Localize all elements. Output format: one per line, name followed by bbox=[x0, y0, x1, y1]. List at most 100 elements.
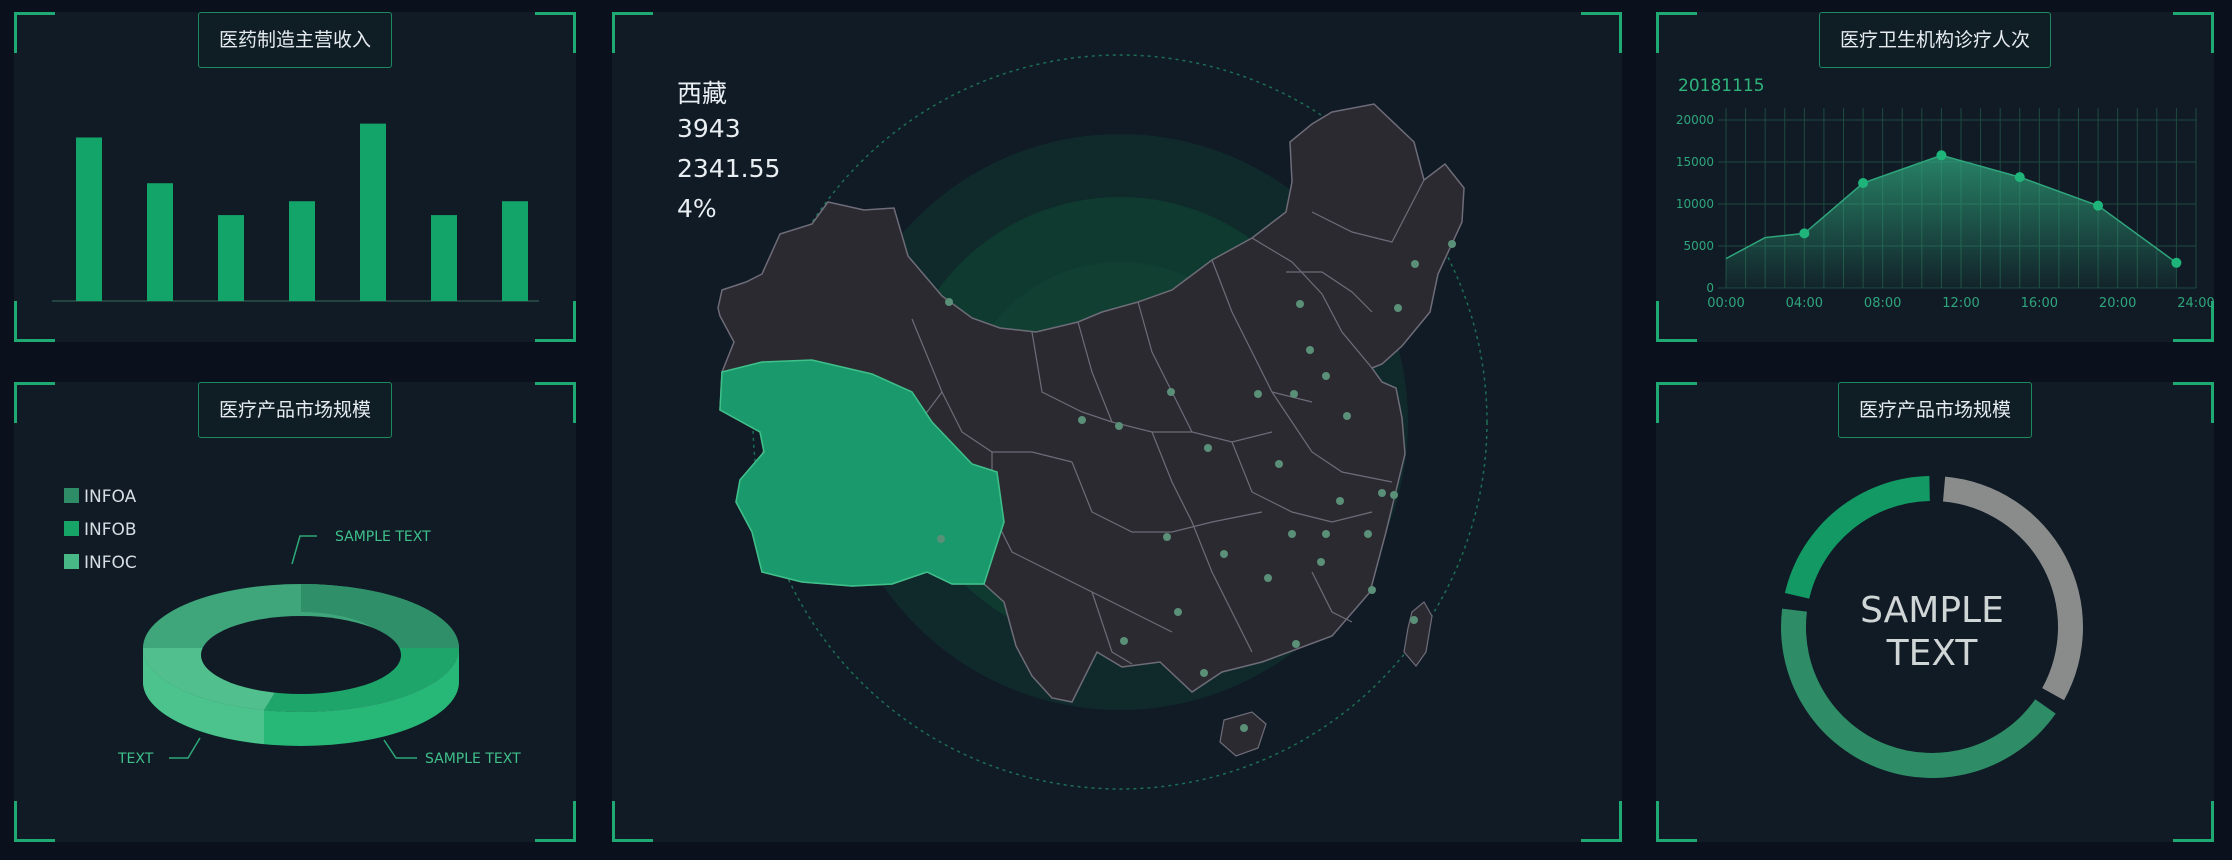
city-dot bbox=[1378, 489, 1386, 497]
corner-decoration bbox=[14, 301, 55, 342]
legend-swatch bbox=[64, 488, 79, 503]
legend-swatch bbox=[64, 521, 79, 536]
city-dot bbox=[1296, 300, 1304, 308]
donut-segment bbox=[1942, 476, 2083, 701]
corner-decoration bbox=[14, 382, 55, 423]
city-dot bbox=[1264, 574, 1272, 582]
x-tick-label: 20:00 bbox=[2099, 296, 2136, 311]
panel-map: 西藏 3943 2341.55 4% bbox=[612, 12, 1622, 842]
bar-chart bbox=[52, 123, 539, 302]
map-island-taiwan bbox=[1403, 601, 1433, 667]
legend-label: INFOA bbox=[84, 487, 137, 507]
bar bbox=[147, 183, 173, 301]
x-tick-label: 08:00 bbox=[1864, 296, 1901, 311]
ring-wall-left bbox=[143, 648, 264, 744]
annotation-label: SAMPLE TEXT bbox=[335, 529, 431, 545]
map-region-tibet bbox=[719, 359, 1005, 587]
x-tick-label: 04:00 bbox=[1786, 296, 1823, 311]
donut-center-text: TEXT bbox=[1886, 633, 1979, 674]
city-dot bbox=[1115, 422, 1123, 430]
ring-hole bbox=[201, 616, 401, 694]
legend-swatch bbox=[64, 554, 79, 569]
panel-visits: 医疗卫生机构诊疗人次 20181115 0 5000 10000 15000 20000 0… bbox=[1656, 12, 2214, 342]
city-dot bbox=[1174, 608, 1182, 616]
city-dot bbox=[1167, 388, 1175, 396]
city-dot bbox=[1336, 497, 1344, 505]
y-tick-label: 15000 bbox=[1676, 155, 1714, 169]
data-point bbox=[1858, 178, 1869, 188]
city-dot bbox=[1288, 530, 1296, 538]
area-fill bbox=[1726, 155, 2177, 288]
corner-decoration bbox=[1656, 12, 1697, 53]
y-tick-label: 20000 bbox=[1676, 113, 1714, 127]
data-point bbox=[2171, 257, 2182, 268]
data-point bbox=[2093, 200, 2104, 211]
city-dot bbox=[1317, 558, 1325, 566]
city-dot bbox=[1220, 550, 1228, 558]
corner-decoration bbox=[535, 382, 576, 423]
city-dot bbox=[1200, 669, 1208, 677]
panel-market-size-left: 医疗产品市场规模 INFOA INFOB INFOC SAMPLE TEXT S… bbox=[14, 382, 576, 842]
corner-decoration bbox=[2173, 801, 2214, 842]
city-dot bbox=[1343, 412, 1351, 420]
data-point bbox=[1936, 150, 1947, 161]
corner-decoration bbox=[535, 301, 576, 342]
city-dot bbox=[1078, 416, 1086, 424]
city-dot bbox=[1120, 637, 1128, 645]
city-dot bbox=[1410, 616, 1418, 624]
city-dot bbox=[1204, 444, 1212, 452]
y-tick-label: 0 bbox=[1706, 281, 1714, 295]
city-dot bbox=[1364, 530, 1372, 538]
area-line bbox=[1725, 154, 2177, 264]
donut-segment bbox=[1784, 476, 1930, 599]
y-tick-label: 5000 bbox=[1683, 239, 1714, 253]
city-dot bbox=[1290, 390, 1298, 398]
leader-line bbox=[383, 739, 417, 759]
corner-decoration bbox=[612, 801, 653, 842]
panel-title: 医疗卫生机构诊疗人次 bbox=[1818, 12, 2052, 68]
leader-line bbox=[169, 737, 201, 759]
corner-decoration bbox=[1581, 12, 1622, 53]
corner-decoration bbox=[14, 801, 55, 842]
city-dot bbox=[937, 535, 945, 543]
leader-line bbox=[291, 535, 317, 565]
city-dot bbox=[1394, 304, 1402, 312]
corner-decoration bbox=[612, 12, 653, 53]
city-dot bbox=[1275, 460, 1283, 468]
panel-title: 医药制造主营收入 bbox=[197, 12, 393, 68]
legend-label: INFOB bbox=[84, 520, 137, 540]
donut-center-text: SAMPLE bbox=[1860, 590, 2004, 631]
x-tick-label: 00:00 bbox=[1707, 296, 1744, 311]
city-dot bbox=[1292, 640, 1300, 648]
city-dot bbox=[1411, 260, 1419, 268]
corner-decoration bbox=[2173, 382, 2214, 423]
city-dot bbox=[1240, 724, 1248, 732]
city-dot bbox=[945, 298, 953, 306]
panel-market-size-right: 医疗产品市场规模 SAMPLE TEXT bbox=[1656, 382, 2214, 842]
corner-decoration bbox=[2173, 12, 2214, 53]
city-dot bbox=[1322, 530, 1330, 538]
bar bbox=[431, 215, 457, 301]
annotation-label: SAMPLE TEXT bbox=[425, 751, 521, 767]
radar-ring bbox=[752, 54, 1488, 790]
map-region-name: 西藏 bbox=[677, 79, 728, 108]
bar bbox=[289, 201, 315, 301]
china-map bbox=[717, 54, 1488, 790]
annotation-label: TEXT bbox=[117, 751, 154, 767]
bar bbox=[360, 123, 386, 301]
data-point bbox=[2014, 172, 2025, 183]
map-island-hainan bbox=[1219, 711, 1267, 757]
corner-decoration bbox=[1581, 801, 1622, 842]
corner-decoration bbox=[1656, 301, 1697, 342]
city-dot bbox=[1254, 390, 1262, 398]
bar bbox=[76, 137, 102, 301]
panel-pharma-revenue: 医药制造主营收入 bbox=[14, 12, 576, 342]
donut-segment bbox=[1781, 608, 2056, 778]
x-tick-label: 24:00 bbox=[2177, 296, 2214, 311]
corner-decoration bbox=[1656, 801, 1697, 842]
corner-decoration bbox=[535, 12, 576, 53]
city-dot bbox=[1322, 372, 1330, 380]
city-dot bbox=[1163, 533, 1171, 541]
city-dots bbox=[937, 240, 1456, 732]
chart-date: 20181115 bbox=[1678, 76, 1765, 96]
